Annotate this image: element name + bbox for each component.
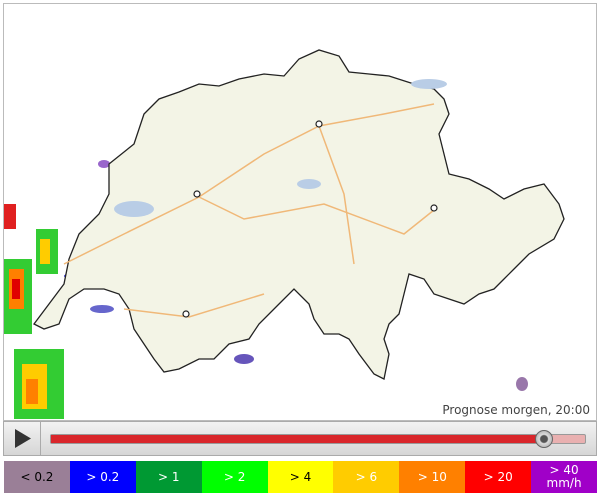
legend: < 0.2 > 0.2 > 1 > 2 > 4 > 6 > 10 > 20 > 40 mm/h	[4, 461, 598, 493]
legend-item: > 0.2	[69, 461, 136, 493]
map	[3, 3, 597, 421]
map-canvas	[4, 49, 565, 419]
legend-label: > 40	[549, 463, 579, 477]
city-markers	[182, 120, 438, 318]
roads	[63, 103, 435, 318]
legend-item: > 10	[399, 461, 466, 493]
legend-label: < 0.2	[20, 469, 54, 484]
legend-item: > 4	[267, 461, 334, 493]
legend-label: > 1	[157, 469, 180, 484]
time-slider[interactable]	[50, 430, 586, 448]
play-button[interactable]	[4, 422, 41, 455]
lakes	[114, 79, 447, 217]
legend-label: > 20	[483, 469, 513, 484]
player-controls	[3, 421, 597, 456]
legend-label: > 2	[223, 469, 246, 484]
legend-label: > 6	[355, 469, 378, 484]
forecast-caption: Prognose morgen, 20:00	[442, 403, 590, 417]
slider-handle[interactable]	[535, 430, 553, 448]
legend-item: > 2	[201, 461, 268, 493]
legend-item: < 0.2	[4, 461, 70, 493]
legend-item: > 40 mm/h	[531, 461, 598, 493]
slider-progress	[51, 435, 543, 443]
legend-unit: mm/h	[546, 476, 582, 490]
legend-item: > 20	[465, 461, 532, 493]
legend-item: > 1	[135, 461, 202, 493]
legend-label: > 4	[289, 469, 312, 484]
legend-label: > 0.2	[86, 469, 120, 484]
country-outline	[33, 49, 565, 380]
legend-item: > 6	[333, 461, 400, 493]
legend-label: > 10	[417, 469, 447, 484]
